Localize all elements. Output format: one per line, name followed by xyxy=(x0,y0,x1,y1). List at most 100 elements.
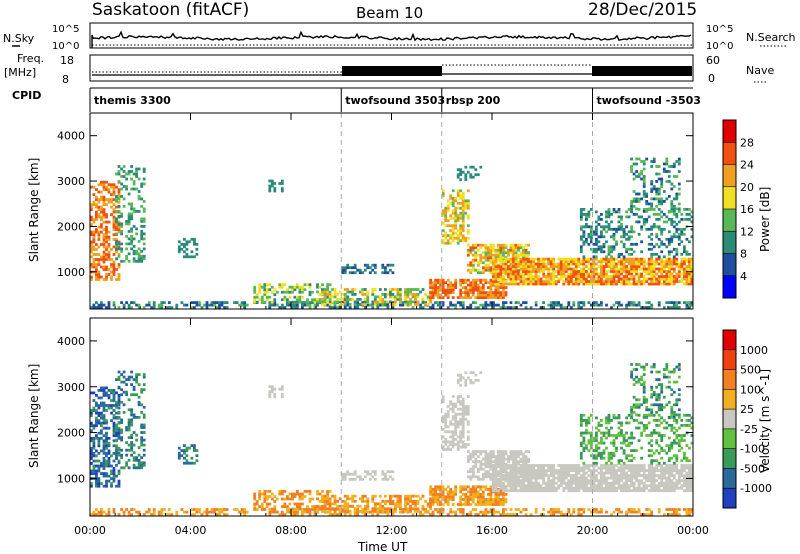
range-cell xyxy=(459,503,463,506)
range-cell xyxy=(466,231,470,235)
range-cell xyxy=(647,260,651,263)
range-cell xyxy=(454,216,458,220)
range-cell xyxy=(665,282,669,286)
range-cell xyxy=(492,282,495,286)
range-cell xyxy=(582,277,586,281)
range-cell xyxy=(660,177,664,181)
range-cell xyxy=(645,210,649,213)
range-cell xyxy=(612,270,616,273)
range-cell xyxy=(308,293,312,297)
range-cell xyxy=(461,216,465,220)
range-cell xyxy=(127,426,131,429)
range-cell xyxy=(587,301,591,304)
range-cell xyxy=(102,457,106,460)
range-cell xyxy=(125,242,128,246)
range-cell xyxy=(474,503,478,506)
range-cell xyxy=(564,513,568,516)
range-cell xyxy=(497,291,500,294)
range-cell xyxy=(135,380,138,384)
range-cell xyxy=(444,224,448,228)
range-cell xyxy=(499,262,503,266)
range-cell xyxy=(454,513,458,516)
range-cell xyxy=(258,497,262,501)
range-cell xyxy=(489,243,493,247)
range-cell xyxy=(494,486,498,490)
range-cell xyxy=(363,300,367,304)
range-cell xyxy=(642,162,646,166)
range-cell xyxy=(504,251,508,255)
range-cell xyxy=(489,498,493,501)
range-cell xyxy=(434,498,437,501)
range-cell xyxy=(288,290,292,294)
range-cell xyxy=(519,464,523,467)
range-cell xyxy=(487,258,490,262)
range-cell xyxy=(431,488,435,491)
range-cell xyxy=(529,260,533,263)
range-cell xyxy=(193,242,196,246)
range-cell xyxy=(107,474,111,478)
range-cell xyxy=(409,303,412,306)
range-cell xyxy=(273,187,277,190)
range-cell xyxy=(670,220,674,224)
range-cell xyxy=(683,282,686,286)
range-cell xyxy=(358,477,362,481)
range-cell xyxy=(512,260,515,263)
range-cell xyxy=(590,270,593,273)
range-cell xyxy=(95,416,98,420)
range-cell xyxy=(466,420,470,424)
range-cell xyxy=(426,510,430,513)
range-cell xyxy=(502,260,505,263)
range-cell xyxy=(293,513,297,516)
range-cell xyxy=(489,251,493,255)
range-cell xyxy=(97,396,101,400)
range-cell xyxy=(642,160,646,163)
range-cell xyxy=(574,260,578,263)
range-cell xyxy=(353,293,357,296)
range-cell xyxy=(507,513,510,516)
range-cell xyxy=(522,280,525,283)
range-cell xyxy=(502,277,505,281)
range-cell xyxy=(557,474,561,477)
range-cell xyxy=(414,510,417,513)
range-cell xyxy=(670,187,674,191)
range-cell xyxy=(461,508,465,511)
range-cell xyxy=(517,452,520,456)
range-cell xyxy=(115,403,118,407)
range-cell xyxy=(127,458,131,462)
range-cell xyxy=(492,293,495,297)
range-cell xyxy=(459,224,463,228)
range-cell xyxy=(497,495,500,499)
range-cell xyxy=(655,257,659,261)
range-cell xyxy=(655,282,659,286)
range-cell xyxy=(539,471,543,475)
range-cell xyxy=(386,271,390,275)
range-cell xyxy=(419,513,422,516)
range-cell xyxy=(343,271,347,275)
range-cell xyxy=(527,479,530,483)
range-cell xyxy=(630,200,633,203)
range-cell xyxy=(296,513,299,516)
range-cell xyxy=(110,213,113,216)
range-cell xyxy=(456,216,460,220)
range-cell xyxy=(456,301,460,304)
nave-tick-top: 60 xyxy=(706,54,720,67)
range-cell xyxy=(456,206,460,210)
range-cell xyxy=(464,417,468,421)
range-cell xyxy=(590,275,593,278)
range-cell xyxy=(479,452,483,456)
range-cell xyxy=(642,182,646,186)
range-cell xyxy=(371,290,375,294)
range-cell xyxy=(105,253,108,256)
range-cell xyxy=(286,290,289,294)
range-cell xyxy=(90,472,93,475)
range-cell xyxy=(559,469,563,472)
range-cell xyxy=(90,452,93,455)
range-cell xyxy=(542,471,546,475)
range-cell xyxy=(441,427,445,431)
range-cell xyxy=(489,455,493,458)
range-cell xyxy=(522,466,525,470)
range-cell xyxy=(454,231,458,235)
range-cell xyxy=(424,510,427,513)
range-cell xyxy=(517,476,520,480)
range-cell xyxy=(489,283,493,287)
